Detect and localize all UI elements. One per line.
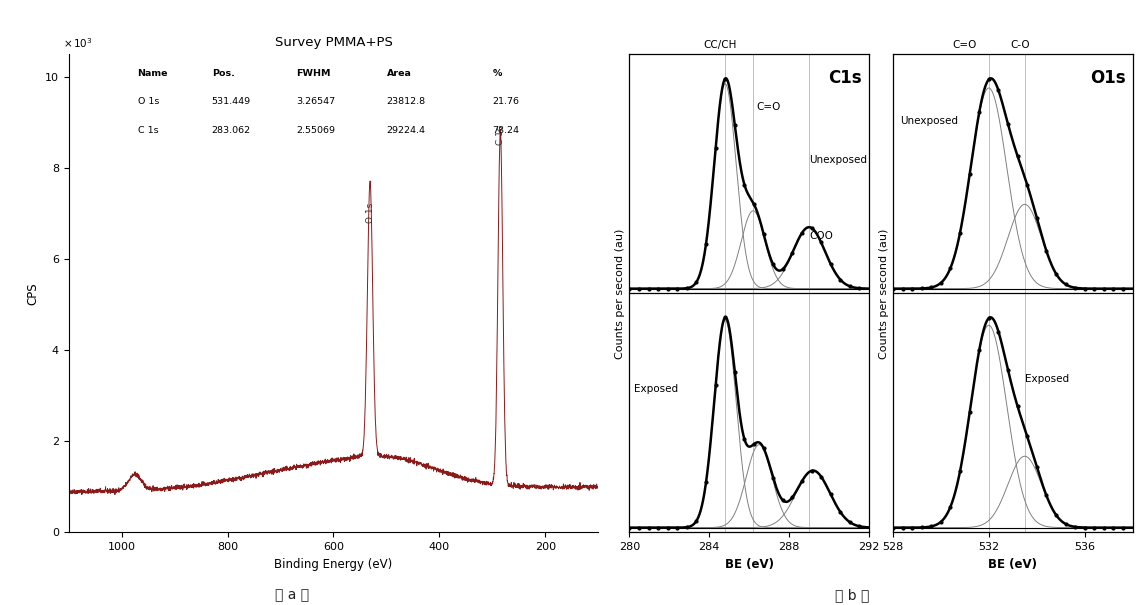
Text: C1s: C1s — [828, 69, 861, 87]
Text: FWHM: FWHM — [296, 69, 331, 78]
Text: O 1s: O 1s — [137, 97, 159, 106]
Text: C-O: C-O — [1010, 40, 1030, 50]
Text: 29224.4: 29224.4 — [387, 126, 426, 135]
Text: Pos.: Pos. — [212, 69, 235, 78]
Text: C=O: C=O — [953, 40, 977, 50]
Text: 3.26547: 3.26547 — [296, 97, 335, 106]
Text: Name: Name — [137, 69, 168, 78]
Text: C 1s: C 1s — [137, 126, 158, 135]
Y-axis label: Counts per second (au): Counts per second (au) — [615, 228, 625, 359]
Text: 78.24: 78.24 — [492, 126, 519, 135]
Text: C 1s: C 1s — [495, 126, 505, 145]
Text: COO: COO — [809, 231, 833, 241]
Text: C=O: C=O — [756, 102, 780, 112]
Text: 531.449: 531.449 — [212, 97, 251, 106]
Text: （ b ）: （ b ） — [835, 588, 869, 602]
X-axis label: BE (eV): BE (eV) — [988, 558, 1038, 571]
Text: CC/CH: CC/CH — [704, 40, 737, 50]
Text: O1s: O1s — [1090, 69, 1126, 87]
Text: 23812.8: 23812.8 — [387, 97, 426, 106]
Text: O 1s: O 1s — [366, 203, 374, 223]
Text: 21.76: 21.76 — [492, 97, 519, 106]
Y-axis label: Counts per second (au): Counts per second (au) — [879, 228, 889, 359]
Title: Survey PMMA+PS: Survey PMMA+PS — [275, 36, 392, 49]
Text: 2.55069: 2.55069 — [296, 126, 335, 135]
Text: Unexposed: Unexposed — [900, 116, 959, 126]
Text: Unexposed: Unexposed — [809, 155, 867, 165]
Text: Area: Area — [387, 69, 412, 78]
Text: 283.062: 283.062 — [212, 126, 251, 135]
Text: Exposed: Exposed — [634, 384, 678, 394]
Text: $\times\,10^3$: $\times\,10^3$ — [63, 36, 93, 50]
X-axis label: BE (eV): BE (eV) — [724, 558, 773, 571]
Text: （ a ）: （ a ） — [275, 588, 309, 602]
Y-axis label: CPS: CPS — [26, 282, 39, 305]
X-axis label: Binding Energy (eV): Binding Energy (eV) — [275, 558, 392, 571]
Text: Exposed: Exposed — [1025, 374, 1068, 384]
Text: %: % — [492, 69, 502, 78]
